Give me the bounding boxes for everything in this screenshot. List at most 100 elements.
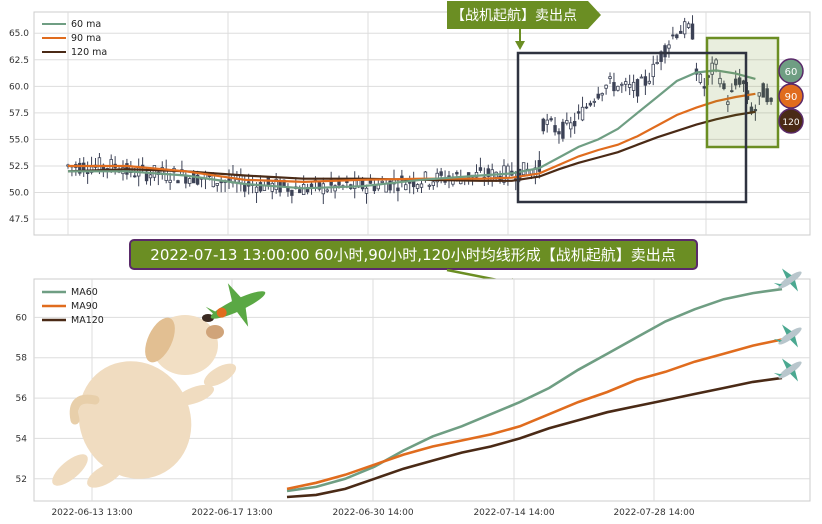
candle-body (588, 102, 593, 106)
candle-body (580, 106, 585, 121)
candle-body (572, 120, 577, 127)
candle-body (549, 118, 553, 121)
candle-body (195, 174, 200, 185)
legend-90ma: 90 ma (71, 33, 101, 44)
bottom-x-tick-label: 2022-06-13 13:00 (51, 508, 132, 518)
candle-body (372, 185, 377, 192)
candle-body (537, 160, 542, 172)
top-y-tick-label: 65.0 (9, 29, 29, 39)
candle-body (726, 101, 730, 105)
candle-body (290, 189, 294, 196)
bottom-y-tick-label: 56 (16, 394, 28, 404)
bottom-y-ticks: 52 54 56 58 60 (16, 313, 28, 484)
candle-body (647, 80, 652, 84)
candle-body (176, 180, 180, 184)
fighter-jet-icon (205, 283, 266, 327)
svg-text:90: 90 (785, 92, 798, 103)
legend-ma90: MA90 (71, 301, 98, 312)
candle-body (769, 97, 773, 102)
candle-body (384, 183, 388, 193)
candle-body (270, 182, 274, 192)
ma60-end-marker: 60 (778, 58, 804, 84)
candle-body (396, 187, 400, 192)
candle-body (624, 81, 628, 85)
bottom-x-tick-label: 2022-06-30 14:00 (332, 508, 413, 518)
candle-body (576, 111, 581, 114)
candle-body (671, 34, 675, 37)
candle-body (148, 174, 153, 179)
top-y-tick-label: 57.5 (9, 109, 29, 119)
candle-body (663, 45, 667, 58)
candle-body (404, 184, 408, 191)
candle-body (643, 76, 648, 86)
top-y-tick-label: 55.0 (9, 135, 29, 145)
candle-body (427, 184, 432, 187)
candle-body (753, 109, 758, 112)
top-y-tick-label: 50.0 (9, 189, 29, 199)
candle-body (541, 118, 545, 132)
candle-body (168, 179, 172, 183)
candle-body (690, 23, 695, 40)
candle-body (698, 73, 703, 83)
candle-body (569, 122, 573, 130)
candle-body (722, 83, 726, 90)
candle-body (616, 85, 620, 91)
candle-body (258, 182, 263, 192)
candle-body (431, 181, 435, 186)
candle-body (317, 182, 322, 190)
bottom-x-tick-label: 2022-07-14 14:00 (473, 508, 554, 518)
legend-ma120: MA120 (71, 315, 104, 326)
sell-point-label: 【战机起航】卖出点 (451, 8, 577, 24)
candle-body (734, 78, 738, 86)
bottom-ma120-line (286, 376, 783, 499)
candle-body (631, 81, 636, 91)
candle-body (627, 83, 632, 88)
candle-body (584, 106, 589, 109)
airplane-icon-ma90 (773, 324, 802, 348)
candle-body (321, 183, 326, 195)
candle-body (415, 184, 420, 189)
top-grid (34, 12, 810, 235)
bottom-chart: 52 54 56 58 60 2022-06-13 13:00 2022-06-17 13… (16, 268, 811, 518)
candle-body (506, 165, 510, 179)
top-y-tick-label: 52.5 (9, 162, 29, 172)
bottom-x-tick-label: 2022-06-17 13:00 (191, 508, 272, 518)
top-legend: 60 ma 90 ma 120 ma (42, 19, 107, 58)
legend-ma60: MA60 (71, 287, 98, 298)
candle-body (400, 175, 404, 179)
candle-body (565, 120, 569, 124)
candle-body (730, 90, 734, 93)
svg-text:60: 60 (785, 67, 798, 78)
candle-body (152, 165, 157, 178)
top-plot-area (33, 11, 811, 236)
candle-body (710, 62, 714, 75)
top-ma60-line (68, 69, 756, 190)
candle-body (325, 189, 329, 192)
candle-body (455, 172, 459, 175)
signal-banner: 2022-07-13 13:00:00 60小时,90小时,120小时均线形成【… (129, 239, 698, 289)
breakout-box (516, 51, 748, 204)
candle-body (545, 119, 549, 125)
candle-body (478, 167, 483, 171)
candle-body (714, 59, 718, 65)
ma120-end-marker: 120 (778, 108, 804, 134)
candle-body (521, 162, 526, 176)
candle-body (254, 186, 259, 193)
dog-illustration (52, 314, 237, 488)
candle-body (592, 100, 597, 103)
candle-body (184, 175, 188, 184)
top-y-ticks: 47.5 50.0 52.5 55.0 57.5 60.0 62.5 65.0 (9, 29, 29, 225)
legend-120ma: 120 ma (71, 47, 107, 58)
candle-body (380, 180, 384, 183)
candle-body (679, 30, 683, 34)
bottom-legend: MA60 MA90 MA120 (42, 287, 104, 326)
candle-body (667, 44, 671, 49)
candle-body (364, 187, 369, 194)
bottom-y-tick-label: 52 (16, 475, 27, 485)
candle-body (215, 182, 219, 186)
candle-body (301, 183, 306, 196)
svg-text:120: 120 (782, 118, 799, 128)
candle-body (419, 183, 424, 188)
top-y-tick-label: 62.5 (9, 56, 29, 66)
